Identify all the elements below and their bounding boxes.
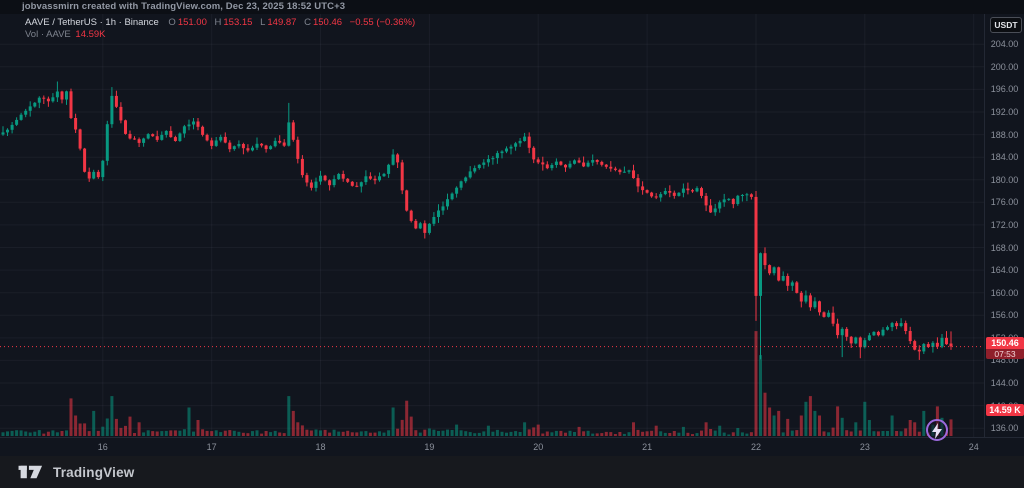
price-tick-label: 184.00 — [990, 152, 1019, 163]
legend-volume-row[interactable]: Vol · AAVE 14.59K — [25, 29, 417, 41]
chart-pane[interactable] — [0, 0, 1024, 456]
symbol-title[interactable]: AAVE / TetherUS · 1h · Binance — [25, 17, 159, 28]
price-tick-label: 160.00 — [990, 287, 1019, 298]
time-tick-label: 21 — [642, 442, 653, 452]
close-label: C — [304, 17, 311, 28]
volume-axis-badge: 14.59 K — [986, 404, 1024, 416]
price-tick-label: 172.00 — [990, 219, 1019, 230]
tradingview-logo-icon[interactable] — [18, 463, 44, 481]
time-tick-label: 17 — [206, 442, 217, 452]
legend-symbol-row[interactable]: AAVE / TetherUS · 1h · Binance O 151.00 H… — [25, 17, 417, 29]
volume-label: Vol · AAVE — [25, 29, 71, 40]
volume-bars — [1, 331, 953, 436]
price-tick-label: 204.00 — [990, 39, 1019, 50]
price-tick-label: 188.00 — [990, 129, 1019, 140]
time-tick-label: 18 — [315, 442, 326, 452]
price-tick-label: 200.00 — [990, 61, 1019, 72]
close-value: 150.46 — [312, 17, 343, 28]
price-tick-label: 168.00 — [990, 242, 1019, 253]
time-tick-label: 23 — [859, 442, 870, 452]
open-value: 151.00 — [177, 17, 207, 28]
change-value: −0.55 (−0.36%) — [349, 17, 416, 28]
currency-button[interactable]: USDT — [990, 17, 1022, 33]
bar-countdown: 07:53 — [986, 348, 1024, 359]
symbol-legend: AAVE / TetherUS · 1h · Binance O 151.00 H… — [25, 17, 417, 41]
branding-bar: TradingView — [0, 456, 1024, 488]
last-price-value: 150.46 — [986, 336, 1024, 349]
time-tick-label: 24 — [968, 442, 979, 452]
high-value: 153.15 — [223, 17, 253, 28]
time-tick-label: 22 — [750, 442, 761, 452]
lightning-marker-icon[interactable] — [926, 419, 948, 441]
price-tick-label: 164.00 — [990, 265, 1019, 276]
high-label: H — [214, 17, 222, 28]
low-label: L — [260, 17, 266, 28]
time-tick-label: 19 — [424, 442, 435, 452]
price-tick-label: 136.00 — [990, 423, 1019, 434]
attribution-watermark: jobvassmirn created with TradingView.com… — [0, 0, 1024, 14]
low-value: 149.87 — [267, 17, 297, 28]
brand-name[interactable]: TradingView — [53, 464, 135, 480]
lightning-bolt-icon — [932, 423, 942, 439]
price-tick-label: 192.00 — [990, 106, 1019, 117]
price-tick-label: 176.00 — [990, 197, 1019, 208]
price-tick-label: 156.00 — [990, 310, 1019, 321]
volume-value: 14.59K — [75, 29, 106, 40]
price-axis[interactable]: USDT 204.00 200.00 196.00 192.00 188.00 184.0… — [984, 14, 1024, 437]
time-axis[interactable]: 16 17 18 19 20 21 22 23 24 — [0, 437, 1024, 456]
price-tick-label: 144.00 — [990, 378, 1019, 389]
price-tick-label: 180.00 — [990, 174, 1019, 185]
time-tick-label: 16 — [97, 442, 108, 452]
time-tick-label: 20 — [533, 442, 544, 452]
last-price-badge: 150.46 07:53 — [986, 336, 1024, 359]
candle-bodies — [1, 91, 953, 352]
open-label: O — [168, 17, 176, 28]
price-tick-label: 148.00 — [990, 355, 1019, 366]
price-tick-label: 196.00 — [990, 84, 1019, 95]
